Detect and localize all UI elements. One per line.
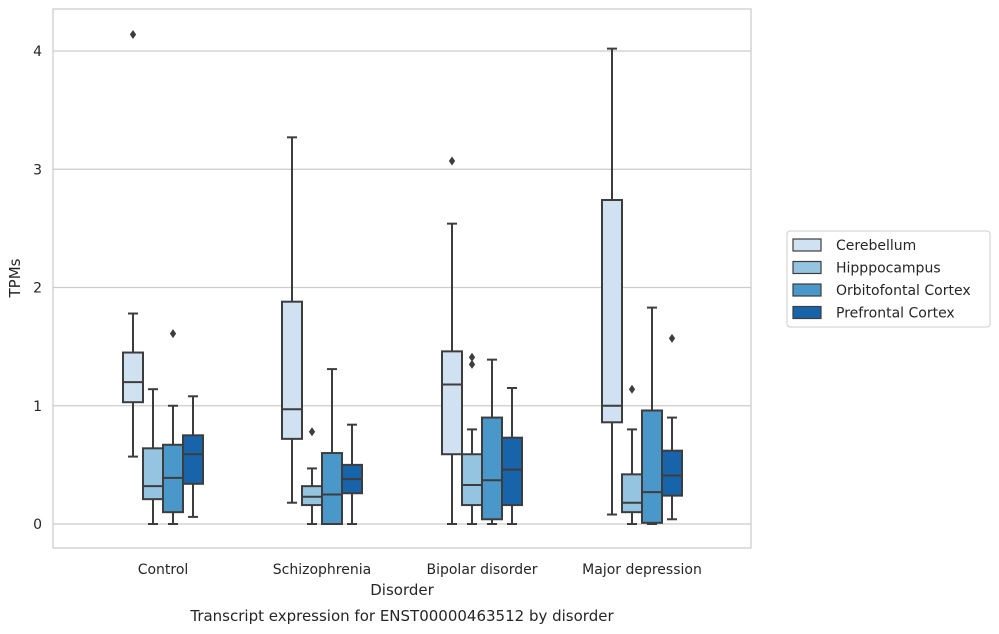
chart-title: Transcript expression for ENST0000046351… (189, 607, 614, 625)
outlier-point (628, 384, 636, 394)
box-orbitofontal-cortex (641, 306, 663, 525)
box-hipppocampus (301, 427, 323, 525)
outlier-point (308, 427, 316, 437)
outlier-point (668, 333, 676, 343)
box-cerebellum (281, 136, 303, 504)
box-iqr (641, 409, 663, 524)
legend-swatch (792, 305, 822, 320)
box-prefrontal-cortex (341, 423, 363, 525)
legend-swatch (792, 238, 822, 252)
y-tick-label: 1 (33, 399, 42, 415)
box-iqr (501, 436, 523, 507)
x-tick-label: Schizophrenia (273, 562, 371, 578)
box-prefrontal-cortex (182, 395, 204, 518)
box-iqr (122, 351, 144, 404)
box-iqr (142, 447, 164, 501)
y-tick-label: 4 (33, 44, 42, 60)
box-prefrontal-cortex (661, 333, 683, 521)
outlier-point (129, 29, 137, 39)
legend-frame (786, 230, 991, 328)
legend-swatch (792, 283, 822, 297)
box-iqr (621, 473, 643, 514)
x-tick-label: Major depression (582, 562, 702, 578)
legend-label: Orbitofontal Cortex (836, 283, 971, 299)
outlier-point (468, 352, 476, 362)
y-axis-label: TPMs (6, 258, 24, 298)
box-cerebellum (122, 29, 144, 458)
box-iqr (481, 416, 503, 521)
box-hipppocampus (621, 384, 643, 525)
box-prefrontal-cortex (501, 387, 523, 525)
outlier-point (468, 359, 476, 369)
y-tick-label: 2 (33, 281, 42, 297)
legend-swatch (792, 260, 822, 275)
outlier-point (448, 156, 456, 166)
outlier-point (169, 329, 177, 339)
box-iqr (461, 453, 483, 507)
y-tick-label: 0 (33, 517, 42, 533)
box-hipppocampus (461, 352, 483, 525)
legend-label: Prefrontal Cortex (836, 306, 955, 322)
plot-area (52, 8, 752, 549)
y-axis-ticks: 0 1 2 3 4 (33, 44, 42, 533)
box-iqr (281, 300, 303, 440)
x-axis-label: Disorder (370, 581, 434, 599)
box-iqr (182, 434, 204, 485)
box-iqr (661, 449, 683, 497)
box-hipppocampus (142, 388, 164, 525)
legend-label: Cerebellum (836, 238, 916, 254)
legend: Cerebellum Hipppocampus Orbitofontal Corte… (786, 230, 991, 328)
box-iqr (601, 198, 623, 424)
box-cerebellum (441, 156, 463, 525)
x-axis-ticks: Control Schizophrenia Bipolar disorder Majo… (138, 562, 702, 578)
box-iqr (441, 350, 463, 456)
box-iqr (301, 485, 323, 507)
box-orbitofontal-cortex (481, 358, 503, 525)
boxes (122, 29, 683, 525)
x-tick-label: Bipolar disorder (426, 562, 537, 578)
box-iqr (321, 452, 343, 525)
box-orbitofontal-cortex (162, 329, 184, 525)
x-tick-label: Control (138, 562, 189, 578)
box-cerebellum (601, 47, 623, 516)
box-orbitofontal-cortex (321, 368, 343, 525)
legend-label: Hipppocampus (836, 261, 941, 277)
y-tick-label: 3 (33, 162, 42, 178)
